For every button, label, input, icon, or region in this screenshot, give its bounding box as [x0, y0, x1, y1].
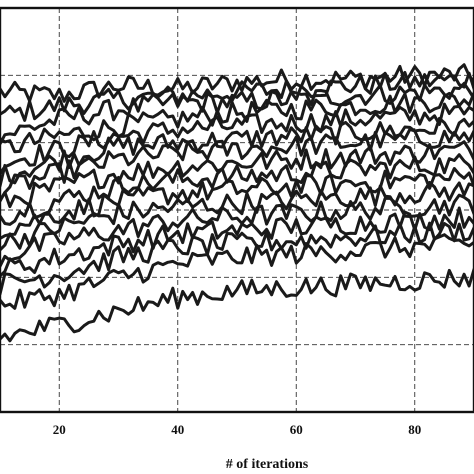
series-line	[0, 70, 474, 122]
series-line	[0, 116, 474, 188]
series-line	[0, 63, 474, 103]
series-line	[0, 180, 474, 252]
series-line	[0, 167, 474, 240]
x-tick-label: 20	[53, 422, 66, 437]
series-line	[0, 221, 474, 296]
series-line	[0, 102, 474, 175]
series-line	[0, 128, 474, 202]
x-tick-label: 40	[171, 422, 184, 437]
series-line	[0, 81, 474, 146]
series-line	[0, 206, 474, 278]
x-tick-label: 60	[290, 422, 303, 437]
series-line	[0, 140, 474, 209]
tick-layer: 20 40 60 80	[53, 422, 422, 437]
series-line	[0, 193, 474, 268]
x-axis-label: # of iterations	[226, 457, 309, 472]
series-layer	[0, 63, 474, 343]
x-tick-label: 80	[408, 422, 421, 437]
series-line	[0, 153, 474, 226]
series-line	[0, 233, 474, 310]
series-line	[0, 267, 474, 343]
plot-frame	[0, 6, 474, 414]
